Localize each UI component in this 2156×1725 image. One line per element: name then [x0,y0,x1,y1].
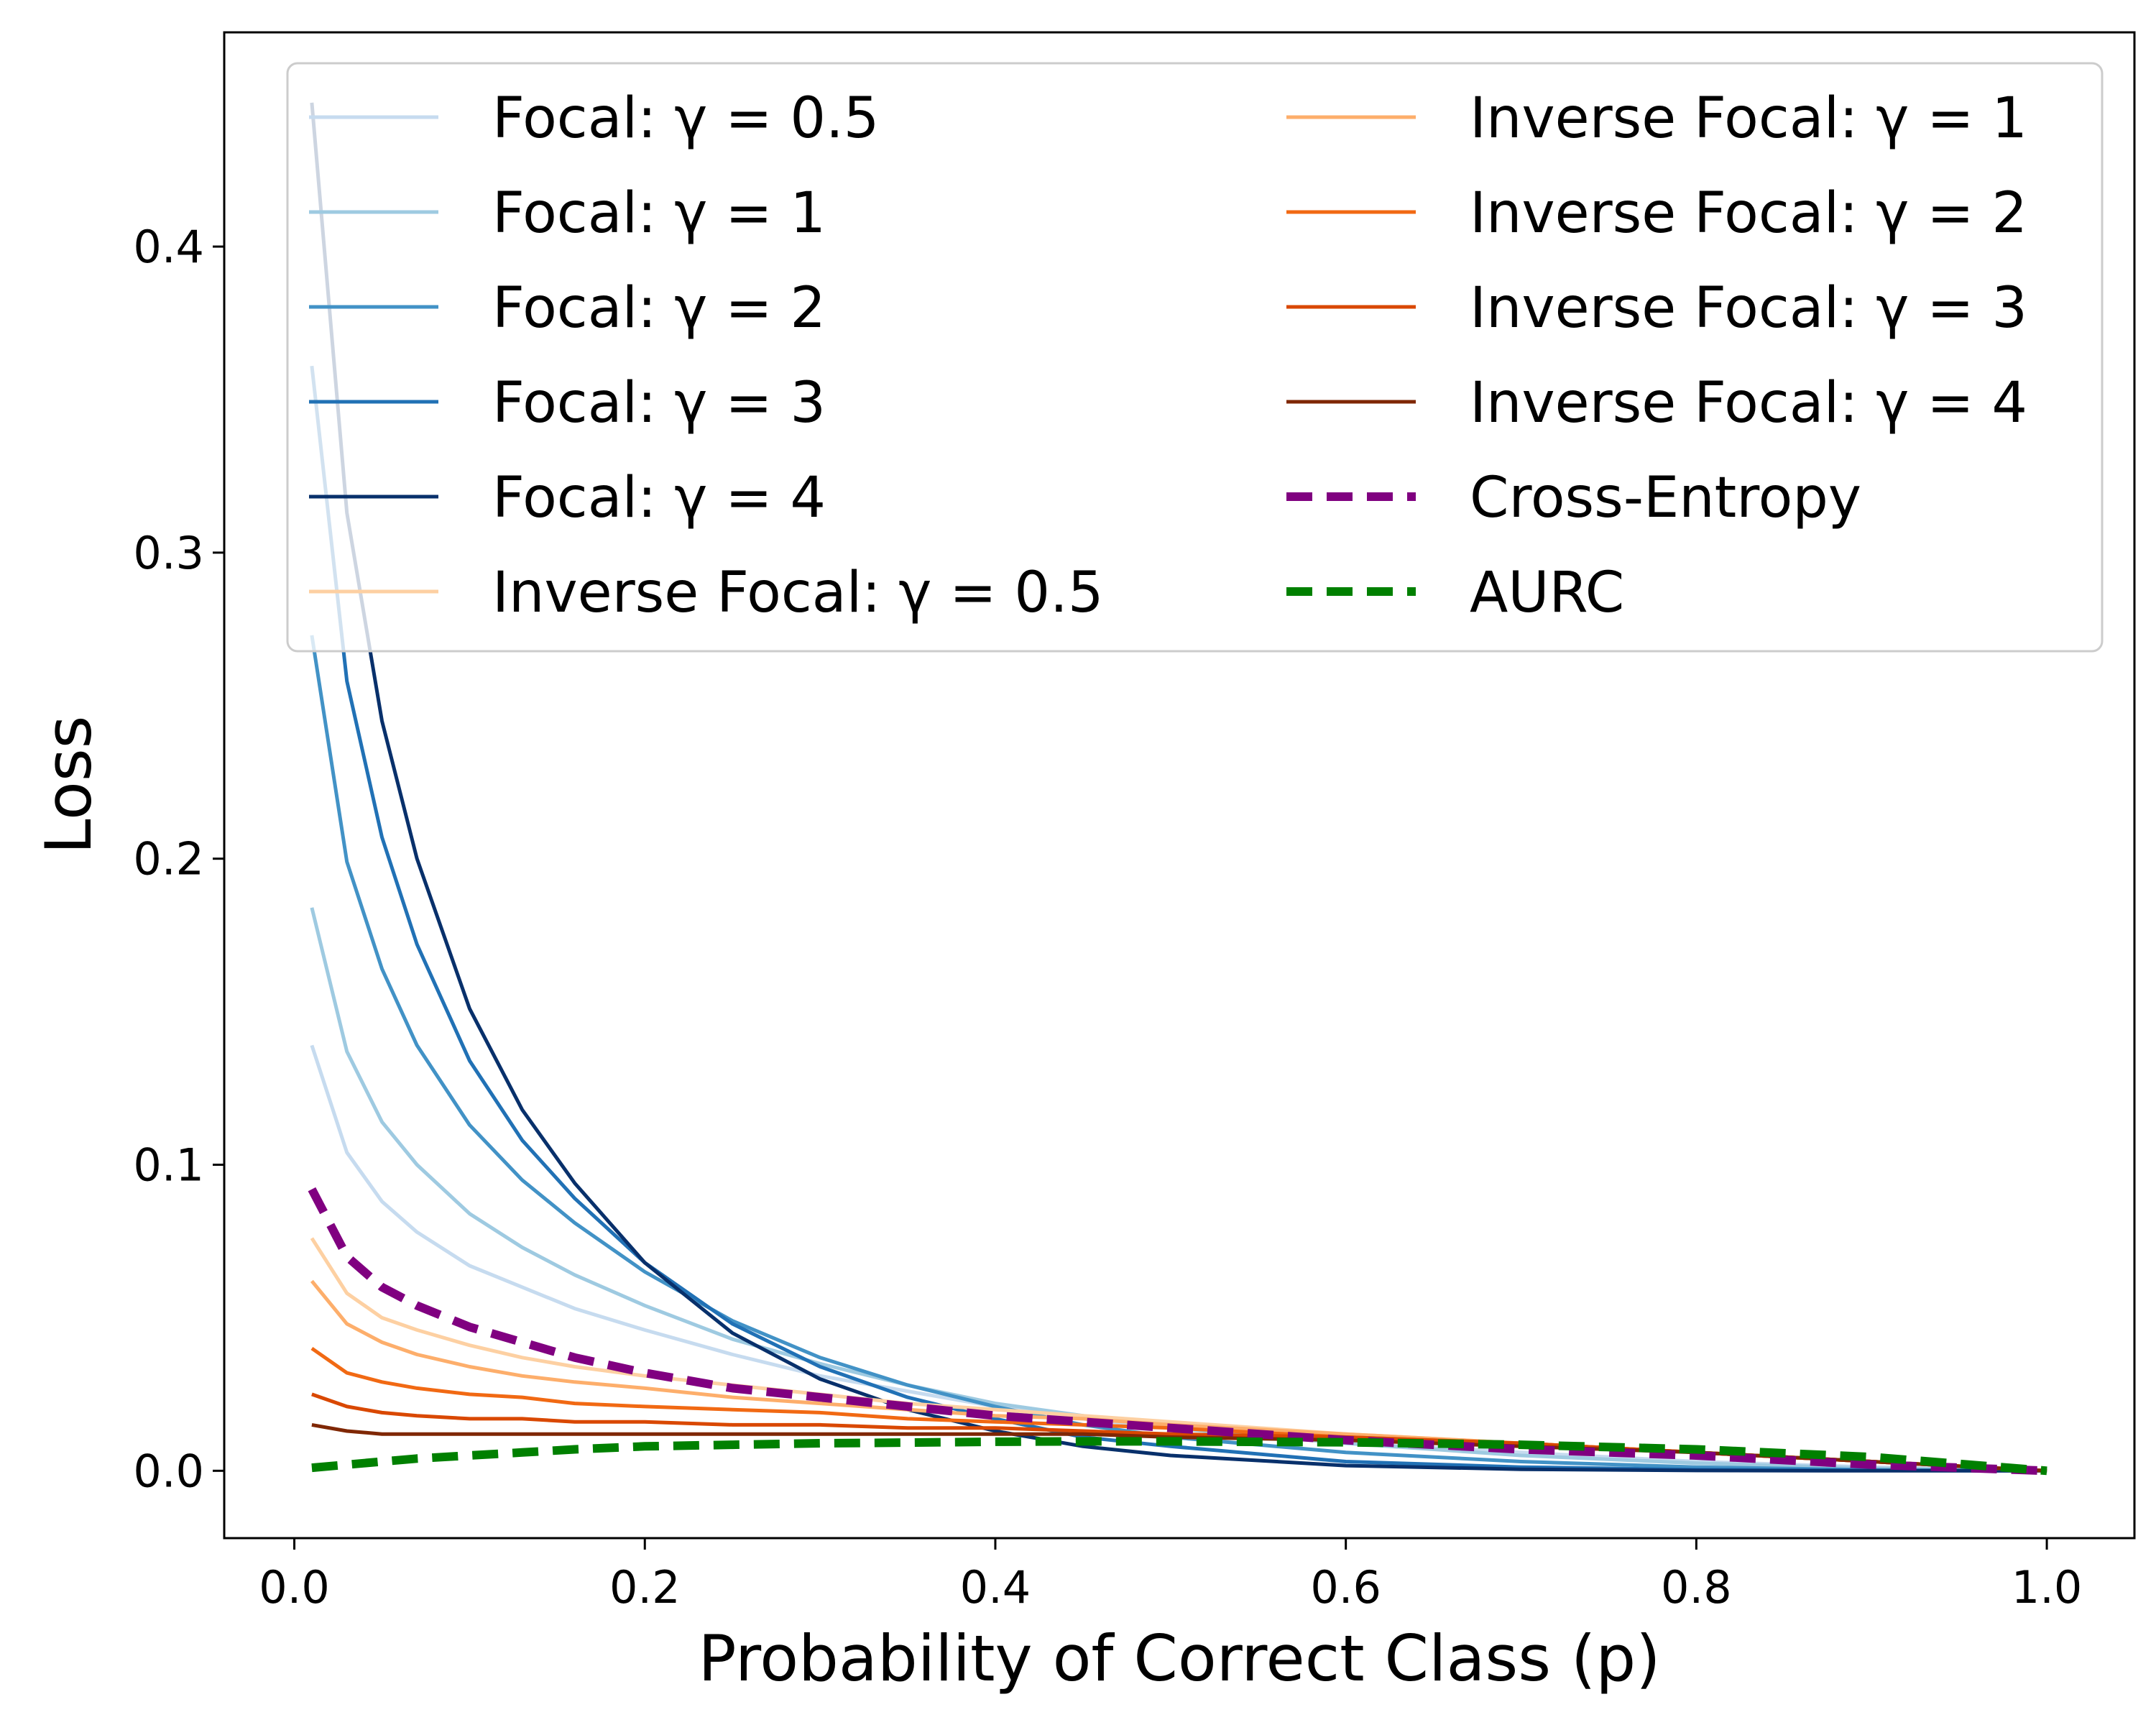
x-axis: 0.0 0.2 0.4 0.6 0.8 1.0 [259,1538,2082,1614]
legend-label-6: Inverse Focal: γ = 0.5 [492,561,1103,625]
x-axis-label: Probability of Correct Class (p) [698,1622,1660,1696]
y-axis-label: Loss [32,715,106,854]
series-line-3 [310,635,2047,1473]
legend-label-8: Inverse Focal: γ = 2 [1470,181,2027,246]
x-tick-label: 0.2 [609,1561,681,1614]
y-tick-label: 0.2 [133,833,204,886]
legend-label-2: Focal: γ = 1 [492,181,826,246]
legend-label-1: Focal: γ = 0.5 [492,86,879,151]
legend-label-7: Inverse Focal: γ = 1 [1470,86,2027,151]
series-line-12 [311,1437,2047,1476]
y-axis: 0.0 0.1 0.2 0.3 0.4 [133,221,224,1497]
y-tick-label: 0.1 [133,1139,204,1192]
y-tick-label: 0.4 [133,221,204,273]
series-line-5 [310,102,2047,1473]
x-tick-label: 0.4 [960,1561,1031,1614]
x-tick-label: 0.6 [1310,1561,1381,1614]
x-tick-label: 0.0 [259,1561,330,1614]
y-tick-label: 0.0 [133,1445,204,1497]
legend-label-3: Focal: γ = 2 [492,276,826,341]
y-tick-label: 0.3 [133,527,204,579]
series-line-4 [310,365,2047,1473]
legend-label-12: AURC [1470,561,1624,625]
legend-label-10: Inverse Focal: γ = 4 [1470,371,2027,436]
legend-label-4: Focal: γ = 3 [492,371,826,436]
legend: Focal: γ = 0.5 Focal: γ = 1 Focal: γ = 2 Fo… [286,62,2104,653]
x-tick-label: 0.8 [1661,1561,1732,1614]
series-layer [308,102,2047,1476]
legend-label-11: Cross-Entropy [1470,466,1861,530]
legend-frame [286,62,2104,653]
series-line-2 [310,907,2047,1473]
x-tick-label: 1.0 [2012,1561,2083,1614]
series-line-1 [310,1044,2047,1473]
legend-label-9: Inverse Focal: γ = 3 [1470,276,2027,341]
plot-frame [223,31,2136,1540]
legend-label-5: Focal: γ = 4 [492,466,826,530]
series-line-11 [308,1187,2047,1476]
